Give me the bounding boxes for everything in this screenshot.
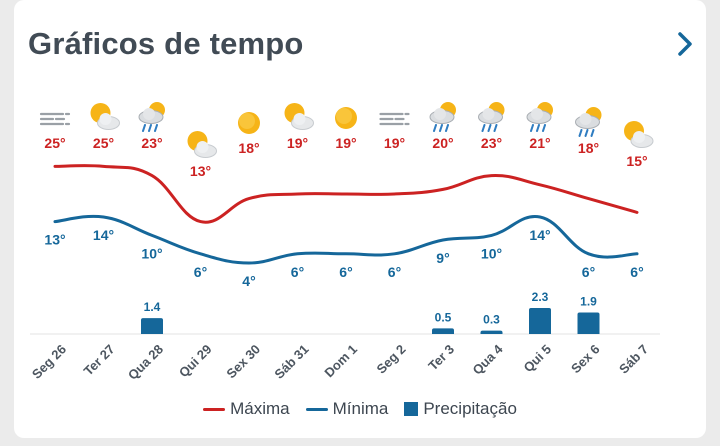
legend-item-precip: Precipitação <box>404 399 517 419</box>
x-tick-label: Seg 26 <box>29 342 69 382</box>
min-temp-label: 13° <box>44 232 65 248</box>
precip-label: 0.5 <box>435 310 452 324</box>
min-temp-label: 4° <box>242 273 255 289</box>
legend-item-max: Máxima <box>203 399 290 419</box>
weather-chart-card: Gráficos de tempo <box>14 0 706 438</box>
x-tick-label: Qua 28 <box>125 342 166 383</box>
rain-partly-sunny-icon <box>478 102 505 132</box>
max-temp-label: 25° <box>93 135 114 151</box>
x-tick-label: Sáb 7 <box>616 342 651 377</box>
rain-partly-sunny-icon <box>526 102 553 132</box>
max-temp-label: 20° <box>432 135 453 151</box>
next-button[interactable] <box>670 26 700 62</box>
sun-icon <box>238 112 260 134</box>
legend-label-precip: Precipitação <box>423 399 517 418</box>
min-temp-label: 6° <box>582 264 595 280</box>
x-tick-label: Sáb 31 <box>271 342 311 382</box>
precip-label: 1.4 <box>144 300 161 314</box>
fog-icon <box>39 112 71 126</box>
sun-icon <box>335 107 357 129</box>
min-temp-label: 10° <box>481 245 502 261</box>
min-temp-label: 14° <box>93 227 114 243</box>
precip-bar <box>529 308 551 334</box>
partly-cloudy-icon <box>284 103 314 130</box>
legend-swatch-min <box>305 407 328 411</box>
min-temp-label: 9° <box>436 250 449 266</box>
precip-label: 2.3 <box>532 290 549 304</box>
rain-partly-sunny-icon <box>575 107 602 137</box>
legend-label-min: Mínima <box>332 399 389 418</box>
page-title: Gráficos de tempo <box>28 26 304 61</box>
legend-swatch-precip <box>404 402 419 416</box>
max-temp-label: 19° <box>287 135 308 151</box>
max-temp-label: 18° <box>238 140 259 156</box>
min-temp-label: 6° <box>194 264 207 280</box>
max-temp-label: 25° <box>44 135 65 151</box>
legend-swatch-max <box>203 407 226 411</box>
partly-cloudy-icon <box>187 131 217 158</box>
x-tick-label: Ter 27 <box>81 342 118 379</box>
precip-bar <box>141 318 163 334</box>
x-tick-label: Sex 6 <box>568 342 603 377</box>
min-temp-label: 10° <box>141 245 162 261</box>
x-tick-label: Qua 4 <box>469 341 506 378</box>
precip-label: 1.9 <box>580 295 597 309</box>
min-temp-label: 6° <box>291 264 304 280</box>
rain-partly-sunny-icon <box>429 102 456 132</box>
legend-label-max: Máxima <box>230 399 290 418</box>
series-line-max <box>53 164 639 224</box>
chevron-right-icon <box>678 32 692 56</box>
precip-label: 0.3 <box>483 313 500 327</box>
max-temp-label: 21° <box>529 135 550 151</box>
min-temp-label: 6° <box>339 264 352 280</box>
min-temp-label: 6° <box>630 264 643 280</box>
x-tick-label: Seg 2 <box>373 342 408 377</box>
partly-cloudy-icon <box>90 103 120 130</box>
precip-bar <box>480 330 503 334</box>
x-tick-label: Qui 5 <box>521 342 555 376</box>
max-temp-label: 19° <box>335 135 356 151</box>
precip-bar <box>577 312 600 334</box>
x-tick-label: Qui 29 <box>176 342 215 381</box>
min-temp-label: 14° <box>529 227 550 243</box>
min-temp-label: 6° <box>388 264 401 280</box>
chart-legend: Máxima Mínima Precipitação <box>0 399 720 419</box>
fog-icon <box>379 112 410 126</box>
max-temp-label: 15° <box>626 153 647 169</box>
legend-item-min: Mínima <box>305 399 389 419</box>
series-line-min <box>53 214 639 265</box>
x-tick-label: Ter 3 <box>425 342 457 374</box>
max-temp-label: 23° <box>141 135 162 151</box>
max-temp-label: 19° <box>384 135 405 151</box>
precip-bar <box>432 328 454 334</box>
max-temp-label: 18° <box>578 140 599 156</box>
x-tick-label: Sex 30 <box>223 342 263 382</box>
partly-cloudy-icon <box>624 121 654 148</box>
max-temp-label: 23° <box>481 135 502 151</box>
max-temp-label: 13° <box>190 163 211 179</box>
rain-partly-sunny-icon <box>138 102 165 132</box>
x-tick-label: Dom 1 <box>321 342 360 381</box>
